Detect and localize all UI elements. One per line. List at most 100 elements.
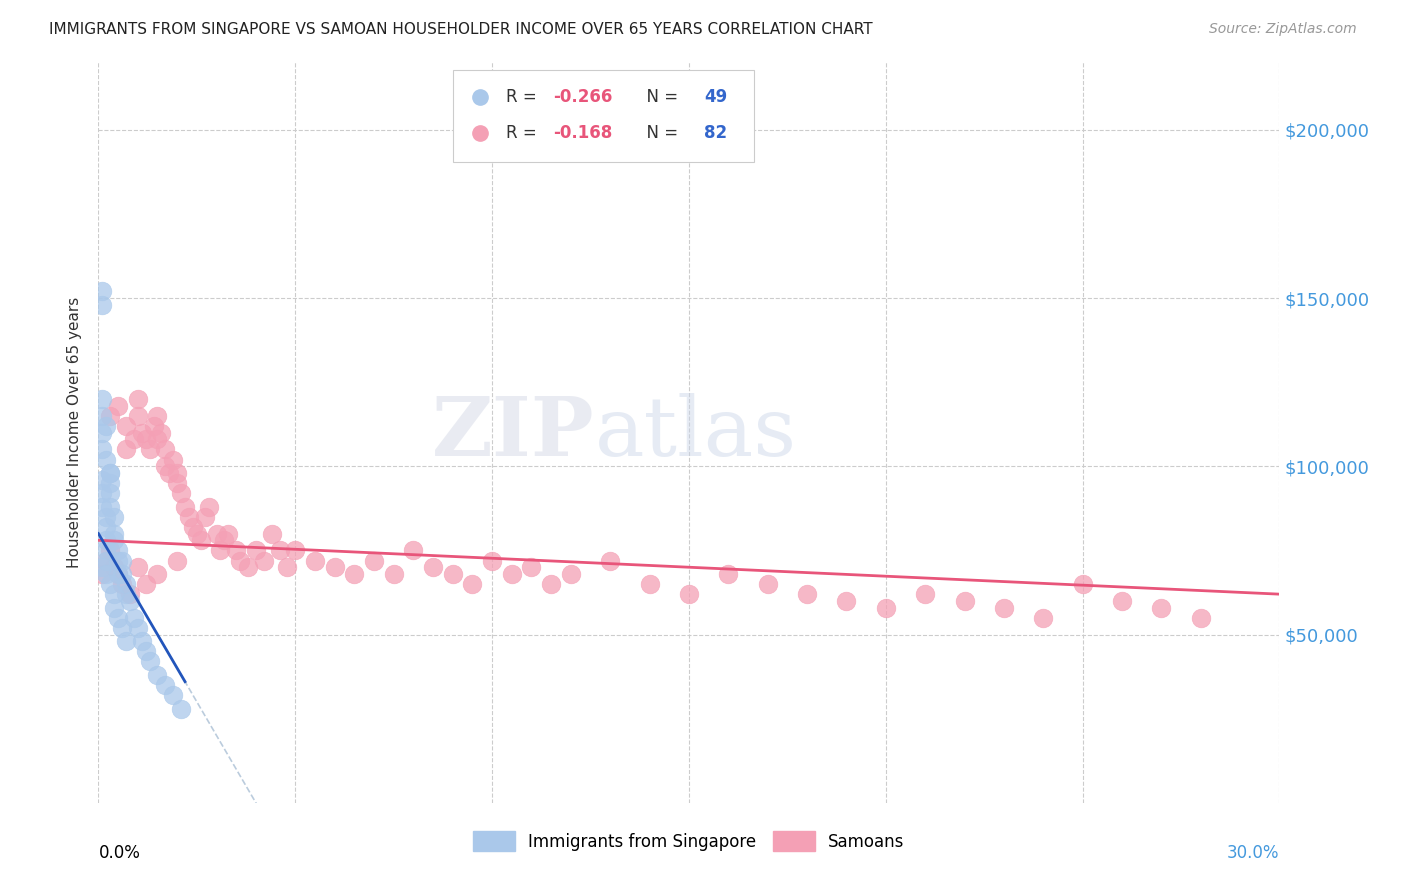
Point [138,442,160,457]
Point [103,587,125,601]
Point [155,442,177,457]
Point [91,560,114,574]
Point [96,418,118,433]
Point [107,610,129,624]
Point [993,600,1015,615]
Point [146,566,169,581]
Point [96,509,118,524]
Point [953,594,976,608]
Point [115,634,138,648]
Text: -0.266: -0.266 [553,88,613,106]
Point [166,553,188,567]
Point [422,560,444,574]
Text: 30.0%: 30.0% [1227,844,1279,862]
Point [103,600,125,615]
Point [177,509,200,524]
Point [756,577,779,591]
Point [91,486,114,500]
Point [135,644,157,658]
Point [260,526,283,541]
Point [276,560,298,574]
Point [186,526,208,541]
Point [127,621,149,635]
Point [382,566,405,581]
Text: 49: 49 [704,88,727,106]
Point [115,587,138,601]
Point [170,701,193,715]
Point [441,566,464,581]
Text: N =: N = [636,88,683,106]
Point [138,655,160,669]
Point [1071,577,1094,591]
Point [540,577,562,591]
Point [197,500,219,514]
Point [343,566,366,581]
Text: atlas: atlas [595,392,797,473]
Point [103,526,125,541]
Point [1111,594,1133,608]
Point [98,577,121,591]
Point [91,409,114,423]
Text: 82: 82 [704,124,727,142]
Point [1189,610,1212,624]
Point [142,418,165,433]
Text: 0.0%: 0.0% [98,844,141,862]
Text: -0.168: -0.168 [553,124,613,142]
Point [914,587,936,601]
Point [269,543,291,558]
Point [796,587,818,601]
Point [115,442,138,457]
Point [91,298,114,312]
Point [520,560,543,574]
Text: Source: ZipAtlas.com: Source: ZipAtlas.com [1209,22,1357,37]
Point [91,473,114,487]
Point [131,634,153,648]
Point [98,466,121,480]
Point [115,418,138,433]
Point [107,399,129,413]
Point [236,560,259,574]
Point [501,566,523,581]
Point [91,392,114,406]
Point [91,566,114,581]
Point [98,409,121,423]
Point [91,285,114,299]
Point [122,610,145,624]
Point [170,486,193,500]
Point [96,520,118,534]
Point [1150,600,1173,615]
Point [363,553,385,567]
Point [96,452,118,467]
Point [323,560,346,574]
Point [127,409,149,423]
Text: R =: R = [506,124,541,142]
Point [91,442,114,457]
Point [162,452,184,467]
Point [131,425,153,440]
Point [638,577,661,591]
Point [111,577,134,591]
Point [135,433,157,447]
Point [115,577,138,591]
Point [245,543,267,558]
Legend: Immigrants from Singapore, Samoans: Immigrants from Singapore, Samoans [467,825,911,857]
Point [205,526,228,541]
Y-axis label: Householder Income Over 65 years: Householder Income Over 65 years [67,297,83,568]
Point [122,433,145,447]
Point [181,520,204,534]
Point [91,425,114,440]
Point [96,553,118,567]
Point [127,392,149,406]
Point [194,509,217,524]
Point [98,543,121,558]
Point [98,476,121,491]
Point [253,553,276,567]
Point [1032,610,1054,624]
Point [155,678,177,692]
Point [304,553,326,567]
Point [174,500,197,514]
Point [146,668,169,682]
Point [225,543,247,558]
Point [135,577,157,591]
Point [96,543,118,558]
